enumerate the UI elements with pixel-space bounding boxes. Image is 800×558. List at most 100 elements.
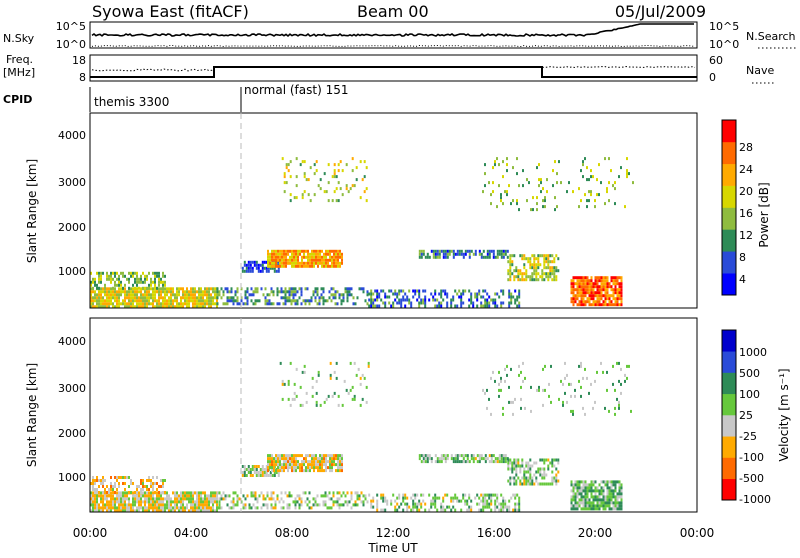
power-cell [198,287,200,291]
power-cell [265,260,268,264]
velocity-cell [208,497,210,501]
power-cell [289,258,291,262]
velocity-cell [192,506,194,510]
velocity-cell [297,460,299,464]
velocity-cell [106,500,108,504]
velocity-region-2 [216,491,369,510]
power-cell [531,275,534,279]
velocity-cell [317,373,320,377]
power-cell [551,266,554,270]
velocity-cell [450,454,453,458]
velocity-region-0 [90,491,218,513]
power-cell [128,305,130,309]
power-cell [319,178,322,182]
velocity-cell [116,497,118,501]
power-cell [586,199,588,203]
velocity-cell [250,494,253,498]
power-cell [122,286,124,290]
power-cell [303,160,306,164]
power-cell [333,252,335,256]
power-cell [146,277,148,281]
power-cell [334,293,337,297]
power-cell [506,157,508,161]
freq-tick-top: 18 [72,54,86,67]
velocity-cell [543,461,546,465]
velocity-cell [293,463,295,467]
power-cell [270,290,273,294]
velocity-cell [148,506,150,510]
velocity-cell [404,502,407,506]
velocity-cell [118,500,120,504]
power-cell [594,303,597,307]
velocity-cell [498,502,501,506]
power-cell [556,172,558,176]
power-cell [222,302,225,306]
power-cell [448,252,451,256]
velocity-cell [576,504,579,508]
velocity-cell [327,460,329,464]
power-cell [102,305,104,309]
power-cell [287,252,289,256]
power-cell [148,302,150,306]
velocity-cell [281,382,284,386]
velocity-cell [269,474,272,477]
power-cell [458,249,461,253]
power-cell [256,287,259,291]
power-cell [264,296,267,300]
power-cell [522,184,524,188]
power-cell [490,298,493,302]
power-cell [134,280,136,284]
velocity-cell [535,476,538,480]
power-cell [162,274,164,278]
velocity-cell [346,500,349,504]
power-cell [542,199,544,203]
power-cell [116,277,118,281]
power-cell [582,291,585,295]
velocity-cell [156,497,158,501]
power-cell [612,288,615,292]
velocity-cell [130,506,132,510]
velocity-cell [138,503,140,507]
velocity-cell [174,509,176,513]
power-cell [392,304,395,308]
velocity-cell [277,474,280,477]
power-cell [148,286,150,290]
velocity-cell [539,458,542,462]
power-cell [247,263,250,267]
velocity-cell [321,457,323,461]
velocity-cell [331,460,333,464]
power-cell [158,299,160,303]
velocity-cell [214,500,216,504]
freq-panel-frame [89,54,698,82]
velocity-colorbar-segment-7 [722,330,736,352]
power-cell [188,305,190,309]
velocity-cell [504,457,507,461]
velocity-cell [606,483,609,487]
velocity-cell [252,491,255,495]
velocity-cell [210,500,212,504]
velocity-cell [346,503,349,507]
power-cell [290,287,293,291]
velocity-cell [180,494,182,498]
velocity-cell [576,489,579,493]
velocity-cell [152,491,154,495]
velocity-cell [152,488,154,491]
velocity-cell [96,476,98,479]
velocity-cell [398,496,401,500]
power-cell [541,272,544,276]
velocity-cell [351,397,354,401]
date-label: 05/Jul/2009 [615,2,706,21]
power-cell [544,196,546,200]
velocity-cell [283,466,285,470]
velocity-cell [618,403,620,407]
power-cell [124,293,126,297]
velocity-cell [604,406,606,410]
velocity-cell [90,500,92,504]
power-cell [424,255,427,259]
velocity-cell [458,454,461,458]
power-cell [462,252,465,256]
power-cell [515,266,518,270]
velocity-cell [584,412,586,416]
velocity-cell [458,499,461,503]
power-cell [500,301,503,305]
